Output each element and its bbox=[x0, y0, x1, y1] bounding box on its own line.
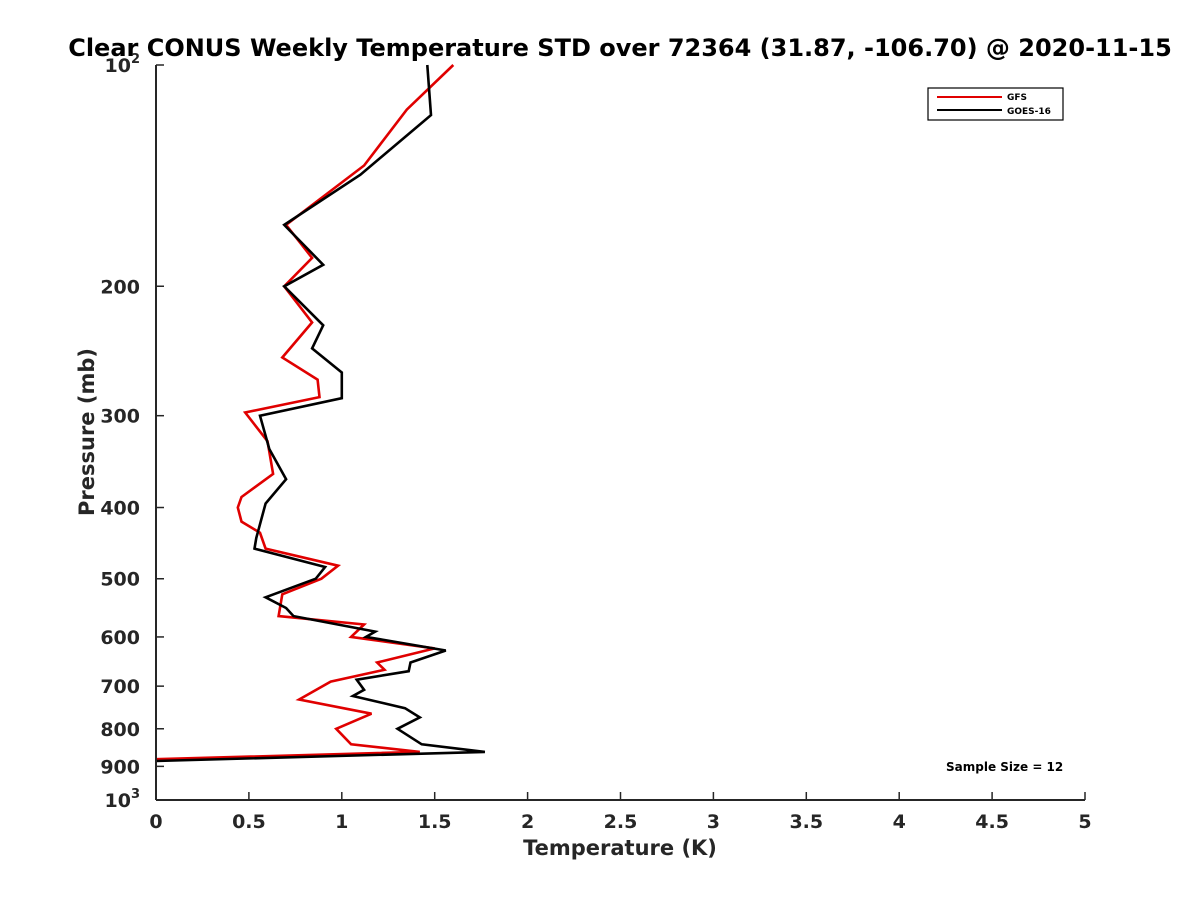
legend: GFS GOES-16 bbox=[927, 87, 1064, 121]
y-tick-label: 200 bbox=[100, 276, 140, 298]
x-axis-ticks: 0 0.5 1 1.5 2 2.5 3 3.5 4 4.5 5 bbox=[149, 792, 1092, 833]
x-tick-label: 3 bbox=[707, 811, 720, 833]
x-tick-label: 2 bbox=[521, 811, 534, 833]
x-tick-label: 3.5 bbox=[789, 811, 823, 833]
y-tick-label: 103 bbox=[105, 787, 141, 812]
y-tick-label: 600 bbox=[100, 627, 140, 649]
x-tick-label: 2.5 bbox=[604, 811, 638, 833]
series-line-gfs bbox=[155, 64, 455, 761]
x-tick-label: 4.5 bbox=[975, 811, 1009, 833]
x-axis-label: Temperature (K) bbox=[523, 836, 717, 860]
x-tick-label: 1.5 bbox=[418, 811, 452, 833]
y-tick-label: 900 bbox=[100, 756, 140, 778]
legend-label-gfs: GFS bbox=[1007, 93, 1027, 103]
x-tick-label: 5 bbox=[1078, 811, 1091, 833]
y-tick-label: 300 bbox=[100, 406, 140, 428]
y-tick-label: 800 bbox=[100, 719, 140, 741]
x-tick-label: 0.5 bbox=[232, 811, 266, 833]
y-axis-label: Pressure (mb) bbox=[75, 348, 99, 516]
x-tick-label: 1 bbox=[335, 811, 348, 833]
y-tick-label: 102 bbox=[105, 52, 141, 77]
legend-box bbox=[927, 87, 1064, 121]
y-tick-label: 400 bbox=[100, 498, 140, 520]
y-tick-label: 700 bbox=[100, 676, 140, 698]
series-layer bbox=[155, 64, 486, 763]
x-tick-label: 4 bbox=[893, 811, 906, 833]
series-line-goes16 bbox=[155, 64, 486, 763]
y-axis-ticks: 102 200 300 400 500 600 700 800 900 103 bbox=[100, 52, 164, 812]
legend-label-goes16: GOES-16 bbox=[1007, 107, 1051, 117]
y-tick-label: 500 bbox=[100, 569, 140, 591]
chart-title: Clear CONUS Weekly Temperature STD over … bbox=[68, 34, 1172, 62]
x-tick-label: 0 bbox=[149, 811, 162, 833]
sample-size-annotation: Sample Size = 12 bbox=[946, 760, 1063, 774]
